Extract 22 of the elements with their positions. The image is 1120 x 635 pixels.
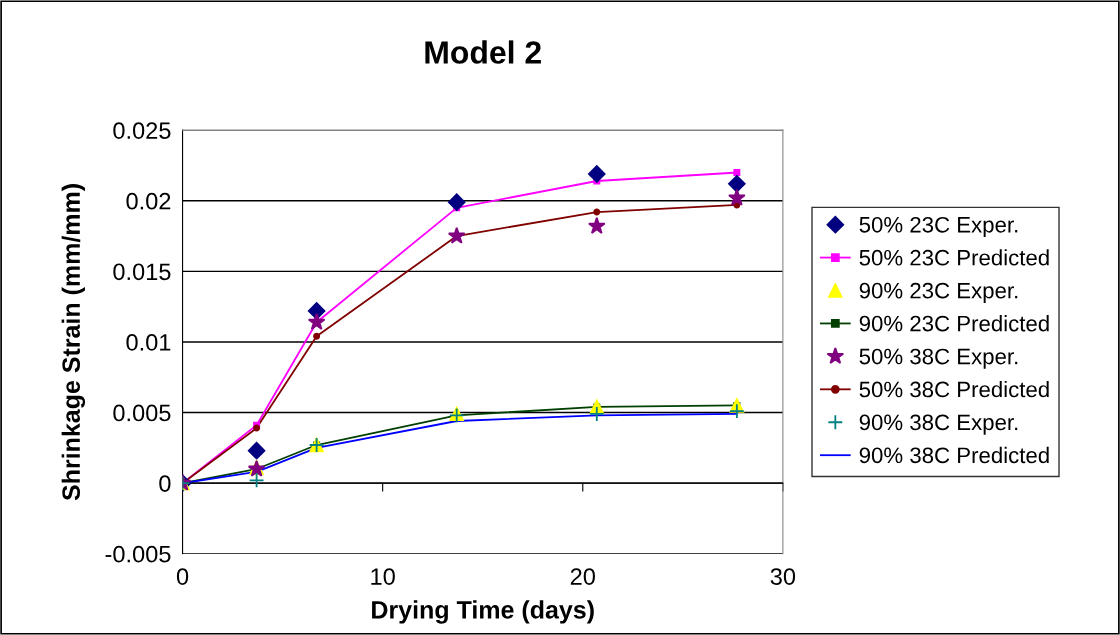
legend-label: 50% 38C Exper. [859,348,1018,369]
x-tick-label: 10 [371,568,395,585]
y-tick-label: -0.005 [105,545,171,563]
legend-label: 50% 23C Predicted [859,249,1049,266]
y-tick-label: 0 [159,475,171,492]
x-tick-label: 30 [770,568,796,585]
y-tick-label: 0.02 [126,192,171,210]
legend-label: 50% 38C Predicted [859,381,1049,398]
x-tick-label: 20 [570,568,595,585]
y-tick-label: 0.015 [113,263,171,281]
x-tick-label: 0 [176,568,189,585]
y-tick-label: 0.01 [126,334,171,351]
legend-label: 90% 23C Exper. [859,282,1018,303]
legend-label: 90% 38C Exper. [859,414,1018,435]
legend-label: 90% 23C Predicted [859,315,1049,332]
y-tick-label: 0.005 [113,404,171,422]
y-axis-title: Shrinkage Strain (mm/mm) [61,184,86,501]
chart-title: Model 2 [425,40,541,64]
legend-label: 90% 38C Predicted [859,446,1049,464]
legend-label: 50% 23C Exper. [859,216,1018,238]
x-axis-title: Drying Time (days) [372,600,594,624]
y-tick-label: 0.025 [113,122,171,139]
